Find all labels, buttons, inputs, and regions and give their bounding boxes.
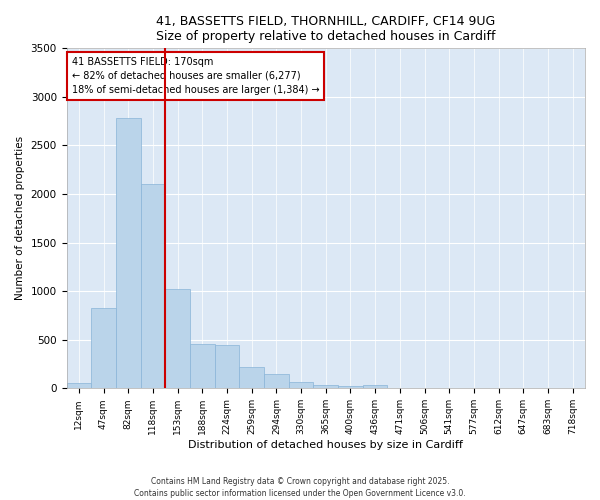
Bar [165, 290, 190, 388]
Bar [91, 308, 116, 388]
Bar [140, 184, 165, 388]
Bar [190, 344, 215, 388]
Bar [264, 374, 289, 388]
X-axis label: Distribution of detached houses by size in Cardiff: Distribution of detached houses by size … [188, 440, 463, 450]
Bar [215, 344, 239, 389]
Bar [363, 385, 388, 388]
Title: 41, BASSETTS FIELD, THORNHILL, CARDIFF, CF14 9UG
Size of property relative to de: 41, BASSETTS FIELD, THORNHILL, CARDIFF, … [156, 15, 496, 43]
Y-axis label: Number of detached properties: Number of detached properties [15, 136, 25, 300]
Bar [338, 386, 363, 388]
Text: Contains HM Land Registry data © Crown copyright and database right 2025.
Contai: Contains HM Land Registry data © Crown c… [134, 476, 466, 498]
Text: 41 BASSETTS FIELD: 170sqm
← 82% of detached houses are smaller (6,277)
18% of se: 41 BASSETTS FIELD: 170sqm ← 82% of detac… [72, 57, 319, 95]
Bar [313, 386, 338, 388]
Bar [289, 382, 313, 388]
Bar [116, 118, 140, 388]
Bar [239, 367, 264, 388]
Bar [67, 383, 91, 388]
